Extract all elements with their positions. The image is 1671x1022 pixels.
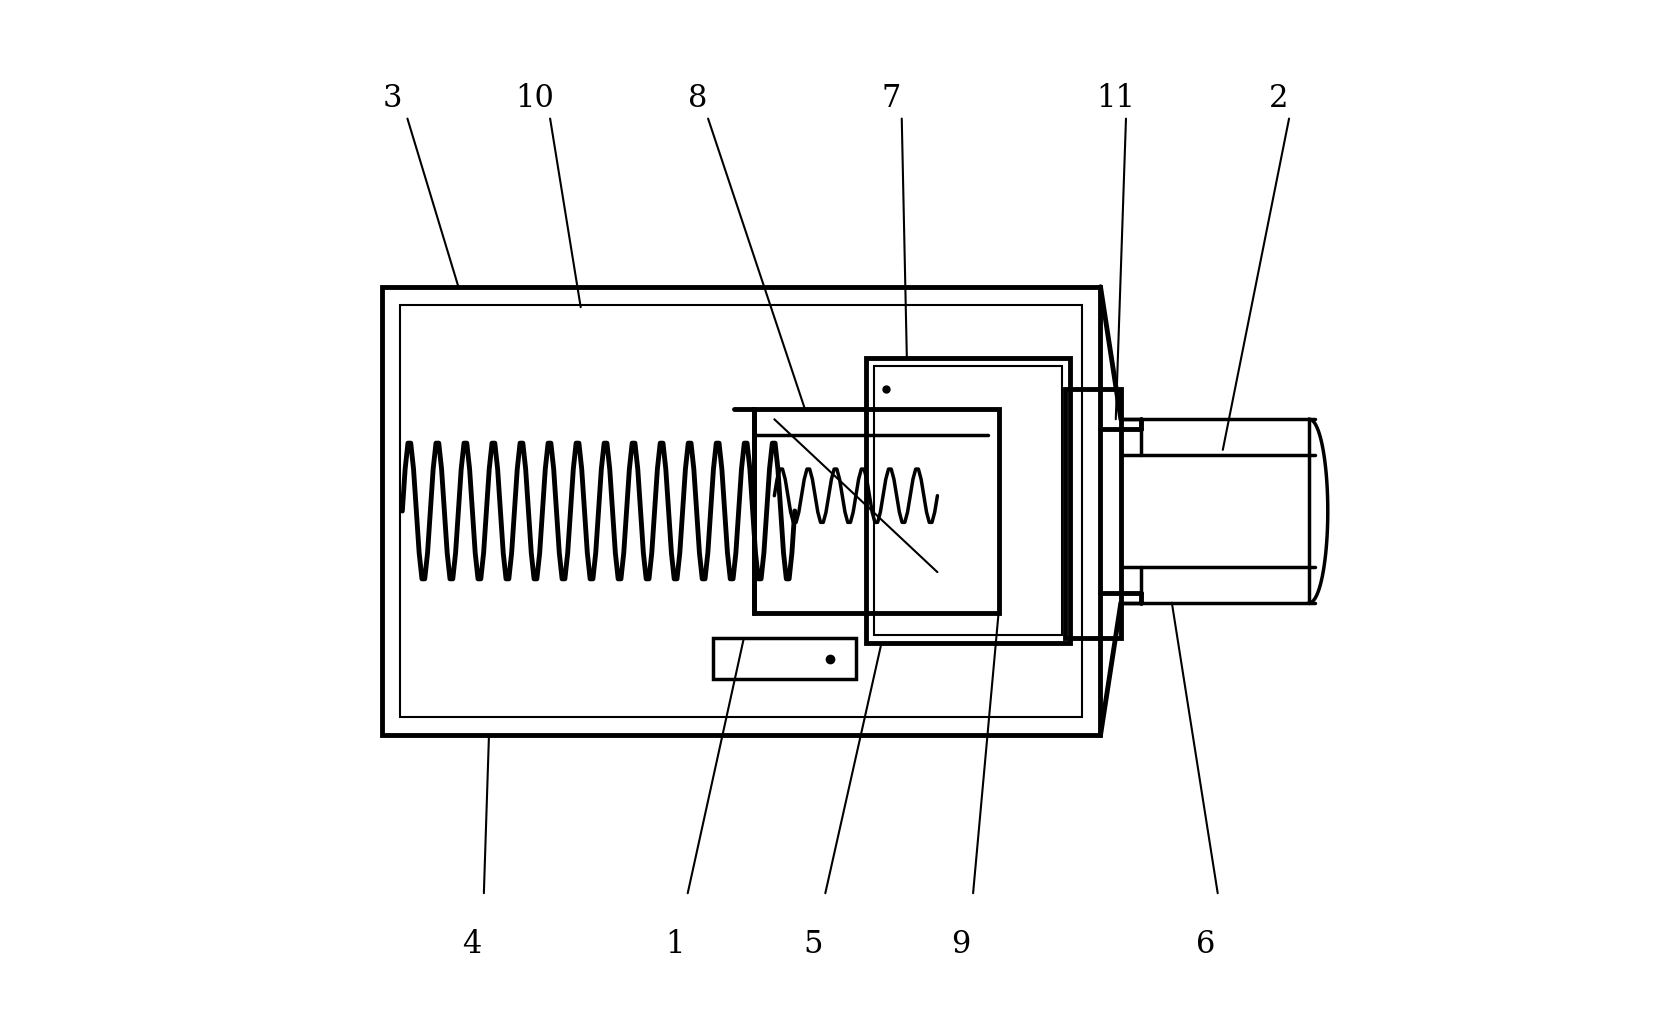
Text: 9: 9 [951, 929, 971, 960]
Text: 8: 8 [688, 83, 707, 113]
Bar [714, 639, 856, 680]
Bar [754, 409, 999, 613]
Bar [874, 366, 1061, 636]
Text: 1: 1 [665, 929, 685, 960]
Bar [866, 358, 1069, 644]
Bar [1064, 388, 1121, 639]
Text: 7: 7 [882, 83, 901, 113]
Bar [383, 287, 1101, 735]
Text: 11: 11 [1096, 83, 1135, 113]
Text: 4: 4 [461, 929, 481, 960]
Text: 5: 5 [804, 929, 822, 960]
Text: 6: 6 [1196, 929, 1215, 960]
Bar [401, 306, 1083, 716]
Text: 3: 3 [383, 83, 403, 113]
Text: 10: 10 [515, 83, 555, 113]
Text: 2: 2 [1268, 83, 1288, 113]
